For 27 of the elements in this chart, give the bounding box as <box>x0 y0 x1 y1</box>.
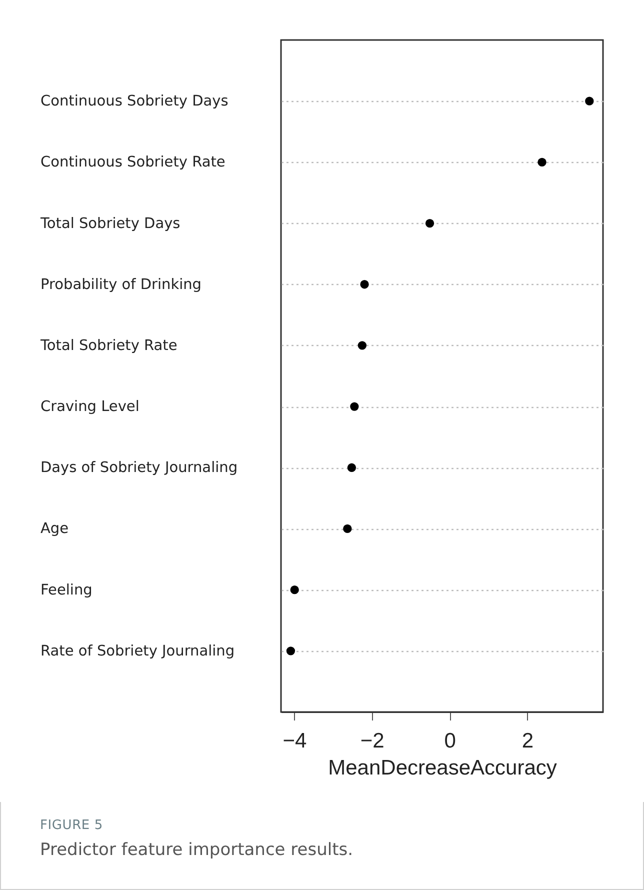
x-tick-label: −4 <box>282 730 307 752</box>
text: Predictor feature importance results. <box>40 840 354 860</box>
point <box>425 218 434 228</box>
y-tick-label: Probability of Drinking <box>40 276 202 293</box>
caption: FIGURE 5 <box>40 818 103 833</box>
x-axis-title: MeanDecreaseAccuracy <box>328 756 558 780</box>
point <box>347 463 356 472</box>
point <box>358 341 367 350</box>
y-tick-label: Total Sobriety Rate <box>40 338 178 354</box>
y-tick-label: Days of Sobriety Journaling <box>40 460 238 476</box>
point <box>538 158 546 167</box>
x-tick-label: −2 <box>360 730 384 752</box>
y-tick-label: Age <box>40 521 69 538</box>
y-tick-label: Total Sobriety Days <box>40 216 180 232</box>
x-tick-label: 2 <box>522 730 534 752</box>
point <box>585 96 594 106</box>
y-tick-label: Continuous Sobriety Days <box>40 94 228 110</box>
point <box>350 402 359 411</box>
y-tick-label: Feeling <box>40 582 92 598</box>
point <box>343 524 352 534</box>
x-tick-label: 0 <box>444 730 456 752</box>
point <box>290 585 299 594</box>
point <box>360 280 369 289</box>
y-tick-label: Continuous Sobriety Rate <box>40 154 226 171</box>
y-tick-label: Rate of Sobriety Journaling <box>40 643 235 660</box>
point <box>286 646 296 656</box>
y-tick-label: Craving Level <box>40 399 140 416</box>
